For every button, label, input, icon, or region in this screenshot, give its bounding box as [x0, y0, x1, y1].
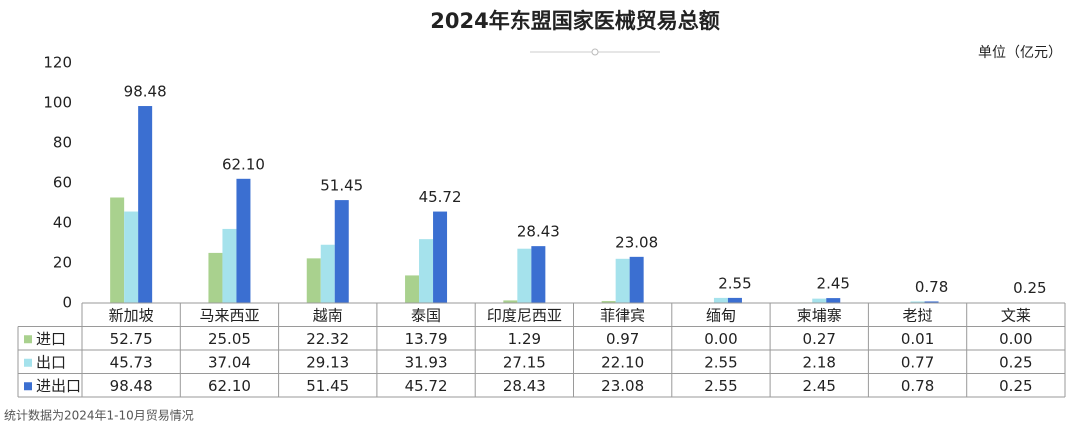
bar	[517, 248, 532, 303]
table-cell: 62.10	[208, 377, 251, 395]
footnote: 统计数据为2024年1-10月贸易情况	[4, 408, 194, 423]
legend-label: 出口	[36, 353, 66, 371]
legend-swatch	[24, 358, 32, 367]
x-tick-label: 菲律宾	[600, 306, 645, 324]
table-cell: 0.25	[999, 377, 1032, 395]
bar	[334, 200, 349, 303]
table-cell: 37.04	[208, 353, 251, 371]
legend-label: 进出口	[36, 377, 81, 395]
table-cell: 2.55	[704, 377, 737, 395]
y-tick-label: 80	[53, 134, 72, 152]
bar	[124, 211, 139, 303]
x-tick-label: 新加坡	[109, 306, 154, 324]
y-tick-label: 20	[53, 254, 72, 272]
data-label: 45.72	[419, 188, 462, 206]
chart-title: 2024年东盟国家医械贸易总额	[430, 9, 719, 33]
y-tick-label: 100	[43, 94, 72, 112]
bar	[320, 244, 335, 303]
data-label: 2.55	[718, 274, 751, 292]
bar	[531, 246, 546, 303]
x-tick-label: 柬埔寨	[797, 306, 842, 324]
bar	[433, 211, 448, 303]
table-cell: 0.00	[999, 330, 1032, 348]
bar	[208, 252, 223, 303]
y-tick-label: 40	[53, 214, 72, 232]
data-label: 0.25	[1013, 279, 1046, 297]
bar	[503, 300, 518, 303]
table-cell: 0.00	[704, 330, 737, 348]
table-cell: 45.72	[405, 377, 448, 395]
table-cell: 23.08	[601, 377, 644, 395]
bar	[419, 239, 434, 303]
table-cell: 0.01	[901, 330, 934, 348]
data-label: 2.45	[817, 275, 850, 293]
legend-label: 进口	[36, 330, 66, 348]
bar	[826, 298, 841, 303]
x-tick-label: 文莱	[1001, 306, 1031, 324]
table-cell: 2.18	[803, 353, 836, 371]
x-tick-label: 泰国	[411, 306, 441, 324]
bar	[110, 197, 125, 303]
table-cell: 25.05	[208, 330, 251, 348]
bar	[727, 297, 742, 303]
bar	[713, 297, 728, 303]
y-tick-label: 120	[43, 54, 72, 72]
bar	[629, 256, 644, 303]
bar	[405, 275, 420, 303]
data-label: 62.10	[222, 155, 265, 173]
table-cell: 2.45	[803, 377, 836, 395]
bar	[236, 178, 251, 303]
table-cell: 52.75	[110, 330, 153, 348]
data-label: 28.43	[517, 223, 560, 241]
table-cell: 31.93	[405, 353, 448, 371]
table-cell: 0.27	[803, 330, 836, 348]
table-cell: 2.55	[704, 353, 737, 371]
table-cell: 45.73	[110, 353, 153, 371]
legend-swatch	[24, 382, 32, 391]
x-tick-label: 缅甸	[706, 306, 736, 324]
table-cell: 98.48	[110, 377, 153, 395]
y-tick-label: 0	[62, 294, 72, 312]
data-label: 0.78	[915, 278, 948, 296]
bar	[138, 106, 153, 303]
bar	[306, 258, 321, 303]
table-cell: 29.13	[306, 353, 349, 371]
table-cell: 1.29	[508, 330, 541, 348]
x-tick-label: 印度尼西亚	[487, 306, 562, 324]
title-divider-dot	[591, 48, 599, 56]
x-tick-label: 老挝	[903, 306, 933, 324]
table-cell: 51.45	[306, 377, 349, 395]
unit-label: 单位（亿元）	[978, 45, 1062, 61]
table-cell: 0.97	[606, 330, 639, 348]
table-cell: 13.79	[405, 330, 448, 348]
table-cell: 0.77	[901, 353, 934, 371]
table-cell: 22.32	[306, 330, 349, 348]
table-cell: 0.25	[999, 353, 1032, 371]
bar	[222, 228, 237, 303]
x-tick-label: 越南	[313, 306, 343, 324]
bar	[910, 301, 925, 303]
bar	[924, 301, 939, 303]
table-cell: 22.10	[601, 353, 644, 371]
data-label: 23.08	[615, 233, 658, 251]
data-label: 98.48	[124, 83, 167, 101]
bar	[812, 298, 827, 303]
table-cell: 27.15	[503, 353, 546, 371]
bar	[601, 301, 616, 303]
y-tick-label: 60	[53, 174, 72, 192]
table-cell: 28.43	[503, 377, 546, 395]
legend-swatch	[24, 335, 32, 344]
data-label: 51.45	[320, 177, 363, 195]
table-cell: 0.78	[901, 377, 934, 395]
bar	[615, 258, 630, 303]
x-tick-label: 马来西亚	[199, 306, 259, 324]
